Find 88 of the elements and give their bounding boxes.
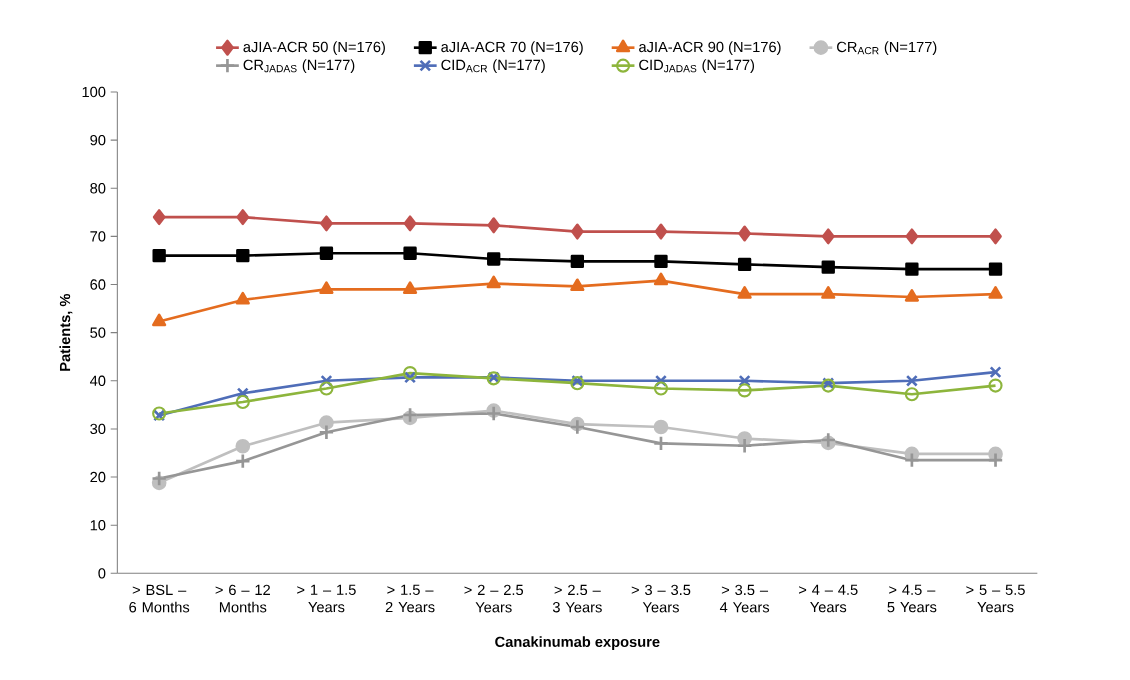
x-tick-label: > 4 – 4.5 Years [799, 584, 858, 613]
legend-label: aJIA-ACR 90 (N=176) [639, 41, 781, 56]
point [904, 387, 919, 402]
x-tick-label: > 6 – 12 Months [215, 584, 270, 613]
point [737, 257, 752, 271]
point [570, 278, 585, 292]
point [319, 415, 334, 430]
point [737, 286, 752, 299]
y-tick-label: 0 [98, 568, 106, 579]
point [987, 452, 1004, 469]
x-tick-label: > 4.5 – 5 Years [887, 584, 937, 613]
point [485, 405, 502, 422]
point [402, 281, 418, 295]
point [486, 275, 501, 289]
x-tick-label: > BSL – 6 Months [129, 584, 190, 613]
point [152, 313, 167, 327]
point [988, 378, 1003, 393]
y-tick-label: 70 [90, 231, 106, 242]
y-tick-label: 30 [90, 423, 106, 435]
point [821, 286, 836, 299]
point [653, 419, 669, 435]
legend-label: CID$_{JADAS}$ (N=177) [639, 59, 755, 73]
y-tick-label: 50 [90, 327, 106, 338]
point [738, 225, 751, 242]
point [152, 248, 166, 263]
point [737, 383, 752, 398]
point [487, 217, 501, 234]
point [989, 366, 1002, 379]
x-tick-label: > 2 – 2.5 Years [464, 584, 524, 613]
point [738, 374, 751, 387]
point [653, 272, 669, 286]
point [487, 252, 501, 266]
x-tick-label: > 5 – 5.5 Years [966, 584, 1025, 613]
point [570, 254, 585, 269]
y-tick-label: 60 [90, 279, 106, 290]
y-tick-label: 90 [90, 134, 106, 146]
point [905, 262, 919, 276]
point [403, 215, 417, 232]
point [654, 223, 668, 240]
point [235, 438, 251, 454]
point [318, 424, 335, 441]
point [903, 452, 920, 469]
point [403, 246, 417, 260]
point [152, 209, 166, 226]
y-tick-label: 10 [90, 520, 106, 531]
y-axis-title: Patients, % [59, 293, 73, 371]
point [234, 453, 251, 470]
point [319, 281, 334, 295]
point [821, 228, 835, 245]
point [905, 374, 918, 387]
point [653, 381, 669, 396]
x-tick-label: > 1 – 1.5 Years [297, 584, 356, 613]
x-tick-label: > 2.5 – 3 Years [552, 584, 602, 613]
point [319, 381, 334, 396]
legend-label: aJIA-ACR 50 (N=176) [243, 41, 385, 56]
y-tick-label: 20 [90, 471, 106, 483]
point [654, 254, 668, 269]
point [989, 228, 1002, 245]
point [905, 228, 919, 245]
point [652, 435, 669, 452]
point [402, 406, 419, 423]
point [403, 366, 418, 381]
x-tick-label: > 3 – 3.5 Years [631, 584, 691, 613]
point [821, 260, 835, 274]
point [570, 376, 585, 391]
point [988, 262, 1003, 276]
x-tick-label: > 1.5 – 2 Years [385, 584, 435, 613]
point [236, 248, 250, 263]
point [988, 286, 1003, 299]
y-tick-label: 40 [89, 375, 106, 386]
legend-label: CR$_{ACR}$ (N=177) [837, 41, 937, 56]
point [319, 246, 334, 260]
point [820, 431, 837, 448]
point [236, 209, 250, 226]
point [320, 215, 333, 232]
point [571, 223, 584, 240]
point [904, 289, 919, 302]
y-tick-label: 100 [82, 86, 106, 98]
y-tick-label: 80 [90, 183, 106, 194]
x-axis-title: Canakinumab exposure [495, 636, 660, 650]
legend-label: CR$_{JADAS}$ (N=177) [243, 59, 355, 73]
legend-label: CID$_{ACR}$ (N=177) [441, 59, 545, 73]
point [151, 470, 168, 487]
point [235, 394, 250, 410]
point [736, 437, 753, 454]
point [235, 291, 250, 305]
legend-label: aJIA-ACR 70 (N=176) [441, 41, 583, 56]
x-tick-label: > 3.5 – 4 Years [719, 584, 770, 613]
